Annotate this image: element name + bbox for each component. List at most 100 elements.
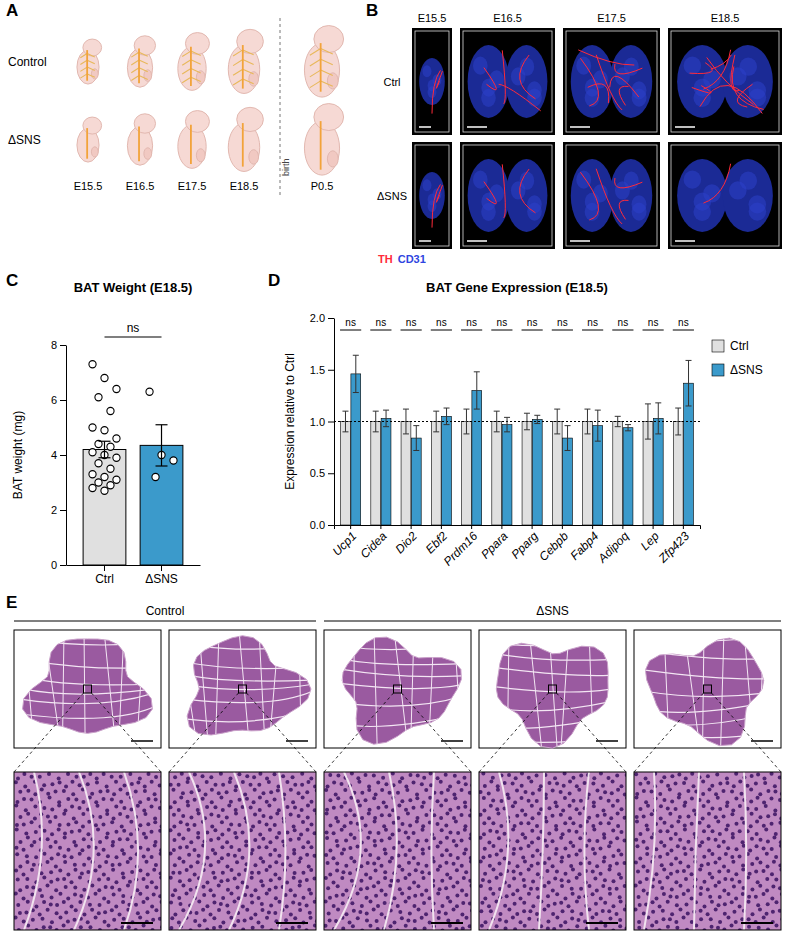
nucleus bbox=[154, 908, 158, 912]
nucleus bbox=[547, 781, 551, 785]
nucleus bbox=[577, 788, 581, 792]
error-cap bbox=[156, 465, 168, 466]
annotation: ns bbox=[678, 317, 689, 328]
nerve-fiber bbox=[692, 86, 711, 93]
error-cap bbox=[156, 424, 168, 425]
nucleus bbox=[512, 852, 516, 856]
nucleus bbox=[105, 784, 109, 788]
nucleus bbox=[112, 918, 116, 922]
nucleus bbox=[482, 832, 486, 836]
significance-line bbox=[340, 330, 361, 331]
nucleus bbox=[62, 812, 66, 816]
nucleus bbox=[138, 916, 142, 920]
embryo bbox=[228, 107, 263, 171]
nucleus bbox=[152, 892, 156, 896]
nucleus bbox=[275, 812, 279, 816]
tick: Lep bbox=[638, 525, 662, 553]
error-bar bbox=[436, 411, 437, 432]
nucleus bbox=[259, 856, 263, 860]
nucleus bbox=[205, 805, 209, 809]
nucleus bbox=[623, 861, 626, 865]
nucleus bbox=[420, 893, 424, 897]
inset-frame bbox=[566, 31, 657, 132]
data-point bbox=[89, 471, 96, 478]
nucleus bbox=[121, 871, 125, 875]
nucleus bbox=[80, 848, 84, 852]
zoom-guide bbox=[402, 693, 472, 772]
nucleus bbox=[404, 830, 408, 834]
legend-label: ΔSNS bbox=[730, 363, 763, 377]
nucleus bbox=[368, 853, 372, 857]
nucleus bbox=[350, 901, 354, 905]
error-bar bbox=[476, 372, 477, 409]
nucleus bbox=[269, 878, 273, 882]
nucleus bbox=[226, 911, 230, 915]
nucleus bbox=[293, 916, 297, 920]
nucleus bbox=[169, 783, 173, 787]
nucleus bbox=[520, 784, 524, 788]
tick: Adipoq bbox=[595, 525, 632, 566]
nucleus bbox=[145, 860, 149, 864]
nucleus bbox=[388, 813, 392, 817]
nerve-fiber bbox=[580, 172, 598, 220]
nucleus bbox=[445, 836, 449, 840]
embryo-head bbox=[237, 107, 264, 131]
bar bbox=[492, 422, 502, 526]
legend-label: Ctrl bbox=[730, 339, 749, 353]
nerve-fiber bbox=[690, 63, 713, 74]
nucleus bbox=[603, 878, 607, 882]
nerve-fiber bbox=[520, 55, 536, 99]
nucleus bbox=[491, 821, 495, 825]
nucleus bbox=[592, 828, 596, 832]
nucleus bbox=[273, 798, 277, 802]
nucleus bbox=[26, 900, 30, 904]
nucleus bbox=[269, 815, 273, 819]
nucleus bbox=[535, 774, 539, 778]
nucleus bbox=[233, 924, 237, 928]
tick-mark bbox=[60, 510, 66, 511]
nucleus bbox=[499, 799, 503, 803]
nucleus bbox=[14, 868, 18, 872]
figure-svg: AControlΔSNSE15.5E16.5E17.5E18.5P0.5birt… bbox=[0, 0, 787, 939]
tick-label: Ctrl bbox=[95, 572, 114, 586]
significance-line bbox=[370, 330, 391, 331]
nucleus bbox=[284, 918, 288, 922]
septum bbox=[14, 675, 161, 685]
nucleus bbox=[506, 792, 510, 796]
stage-label: E16.5 bbox=[493, 12, 522, 24]
nucleus bbox=[70, 904, 74, 908]
nucleus bbox=[122, 829, 126, 833]
nucleus bbox=[41, 917, 45, 921]
nucleus bbox=[210, 800, 214, 804]
nucleus bbox=[309, 845, 313, 849]
septum bbox=[104, 630, 116, 748]
nucleus bbox=[592, 776, 596, 780]
nucleus bbox=[289, 813, 293, 817]
nucleus bbox=[559, 836, 563, 840]
tissue-texture bbox=[481, 79, 496, 97]
nucleus bbox=[358, 804, 362, 808]
nucleus bbox=[536, 836, 540, 840]
tick: Prdm16 bbox=[441, 525, 481, 569]
nucleus bbox=[22, 822, 26, 826]
nucleus bbox=[463, 828, 467, 832]
nucleus bbox=[545, 844, 549, 848]
nucleus bbox=[177, 832, 181, 836]
nucleus bbox=[154, 775, 158, 779]
tissue-texture bbox=[729, 181, 747, 199]
nucleus bbox=[250, 871, 254, 875]
nucleus bbox=[63, 836, 67, 840]
nucleus bbox=[292, 852, 296, 856]
nucleus bbox=[438, 887, 442, 891]
nucleus bbox=[153, 820, 157, 824]
nucleus bbox=[360, 791, 364, 795]
nucleus bbox=[173, 863, 177, 867]
tick-mark bbox=[328, 370, 334, 371]
nucleus bbox=[73, 863, 77, 867]
nucleus bbox=[281, 774, 285, 778]
axis-line bbox=[334, 319, 335, 526]
nucleus bbox=[408, 848, 412, 852]
nucleus bbox=[50, 895, 54, 899]
nucleus bbox=[209, 813, 213, 817]
nucleus bbox=[437, 916, 441, 920]
